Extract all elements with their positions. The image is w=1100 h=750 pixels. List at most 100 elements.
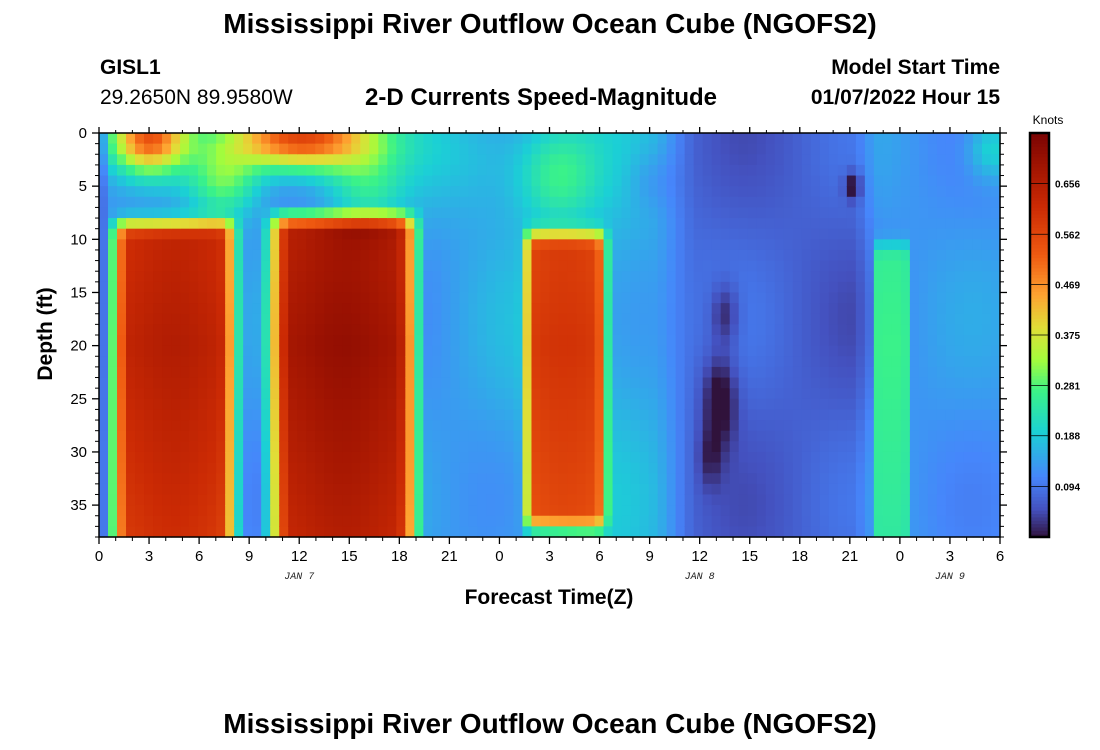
heatmap-cell [513,366,524,379]
heatmap-cell [360,249,370,262]
heatmap-cell [639,196,650,209]
heatmap-cell [801,515,812,527]
heatmap-cell [648,271,659,283]
heatmap-cell [198,207,208,219]
heatmap-cell [630,175,641,187]
heatmap-cell [828,207,839,219]
heatmap-cell [99,526,109,538]
heatmap-cell [414,324,424,336]
heatmap-cell [522,239,533,251]
heatmap-cell [288,143,298,155]
heatmap-cell [810,451,821,464]
heatmap-cell [783,239,794,251]
heatmap-cell [621,430,632,442]
heatmap-cell [909,324,920,336]
heatmap-cell [585,175,596,187]
heatmap-cell [234,345,244,357]
x-axis-title: Forecast Time(Z) [465,586,634,609]
heatmap-cell [954,398,965,411]
heatmap-cell [504,324,515,336]
heatmap-cell [270,239,280,251]
heatmap-cell [486,526,497,538]
heatmap-cell [126,377,136,389]
heatmap-cell [279,164,289,177]
heatmap-cell [396,303,406,315]
heatmap-cell [243,526,253,538]
heatmap-cell [864,483,875,496]
heatmap-cell [252,515,262,527]
heatmap-cell [414,281,424,294]
heatmap-cell [621,526,632,538]
heatmap-cell [639,515,650,527]
heatmap-cell [900,441,911,453]
heatmap-cell [693,133,704,145]
heatmap-cell [225,356,235,368]
heatmap-cell [189,345,199,357]
heatmap-cell [549,462,560,474]
colorbar-tick-label: 0.469 [1055,280,1080,291]
heatmap-cell [216,154,226,166]
heatmap-cell [900,335,911,347]
colorbar-segment [1030,271,1049,275]
heatmap-cell [630,473,641,485]
heatmap-cell [513,494,524,506]
heatmap-cell [180,207,190,219]
heatmap-cell [198,175,208,187]
heatmap-cell [702,303,713,315]
heatmap-cell [981,462,992,474]
heatmap-cell [117,186,127,198]
heatmap-cell [450,292,460,304]
heatmap-cell [702,281,713,294]
heatmap-cell [873,324,884,336]
heatmap-cell [801,186,812,198]
heatmap-cell [261,207,271,219]
heatmap-cell [693,473,704,485]
heatmap-cell [414,218,424,230]
heatmap-cell [594,409,605,421]
heatmap-cell [990,313,1001,325]
heatmap-cell [801,154,812,166]
heatmap-cell [225,281,235,294]
heatmap-cell [549,133,560,145]
heatmap-cell [396,505,406,517]
heatmap-cell [207,473,217,485]
heatmap-cell [261,377,271,389]
colorbar-segment [1030,405,1049,410]
heatmap-cell [117,473,127,485]
heatmap-cell [945,164,956,177]
heatmap-cell [234,196,244,209]
heatmap-cell [801,398,812,411]
heatmap-cell [594,388,605,400]
heatmap-cell [351,313,361,325]
heatmap-cell [486,366,497,379]
heatmap-cell [828,335,839,347]
heatmap-cell [423,451,433,464]
heatmap-cell [927,260,938,272]
heatmap-cell [549,345,560,357]
heatmap-cell [522,175,533,187]
heatmap-cell [945,377,956,389]
heatmap-cell [522,420,533,432]
heatmap-cell [720,377,731,389]
heatmap-cell [936,398,947,411]
heatmap-cell [972,398,983,411]
heatmap-cell [837,494,848,506]
heatmap-cell [981,441,992,453]
heatmap-cell [99,271,109,283]
heatmap-cell [576,154,587,166]
heatmap-cell [846,483,857,496]
heatmap-cell [270,441,280,453]
heatmap-cell [270,473,280,485]
heatmap-cell [441,143,451,155]
heatmap-cell [927,345,938,357]
heatmap-cell [972,335,983,347]
heatmap-cell [756,335,767,347]
heatmap-cell [504,281,515,294]
heatmap-cell [711,133,722,145]
heatmap-cell [756,303,767,315]
heatmap-cell [234,388,244,400]
heatmap-cell [630,218,641,230]
heatmap-cell [675,366,686,379]
heatmap-cell [792,420,803,432]
heatmap-cell [351,133,361,145]
